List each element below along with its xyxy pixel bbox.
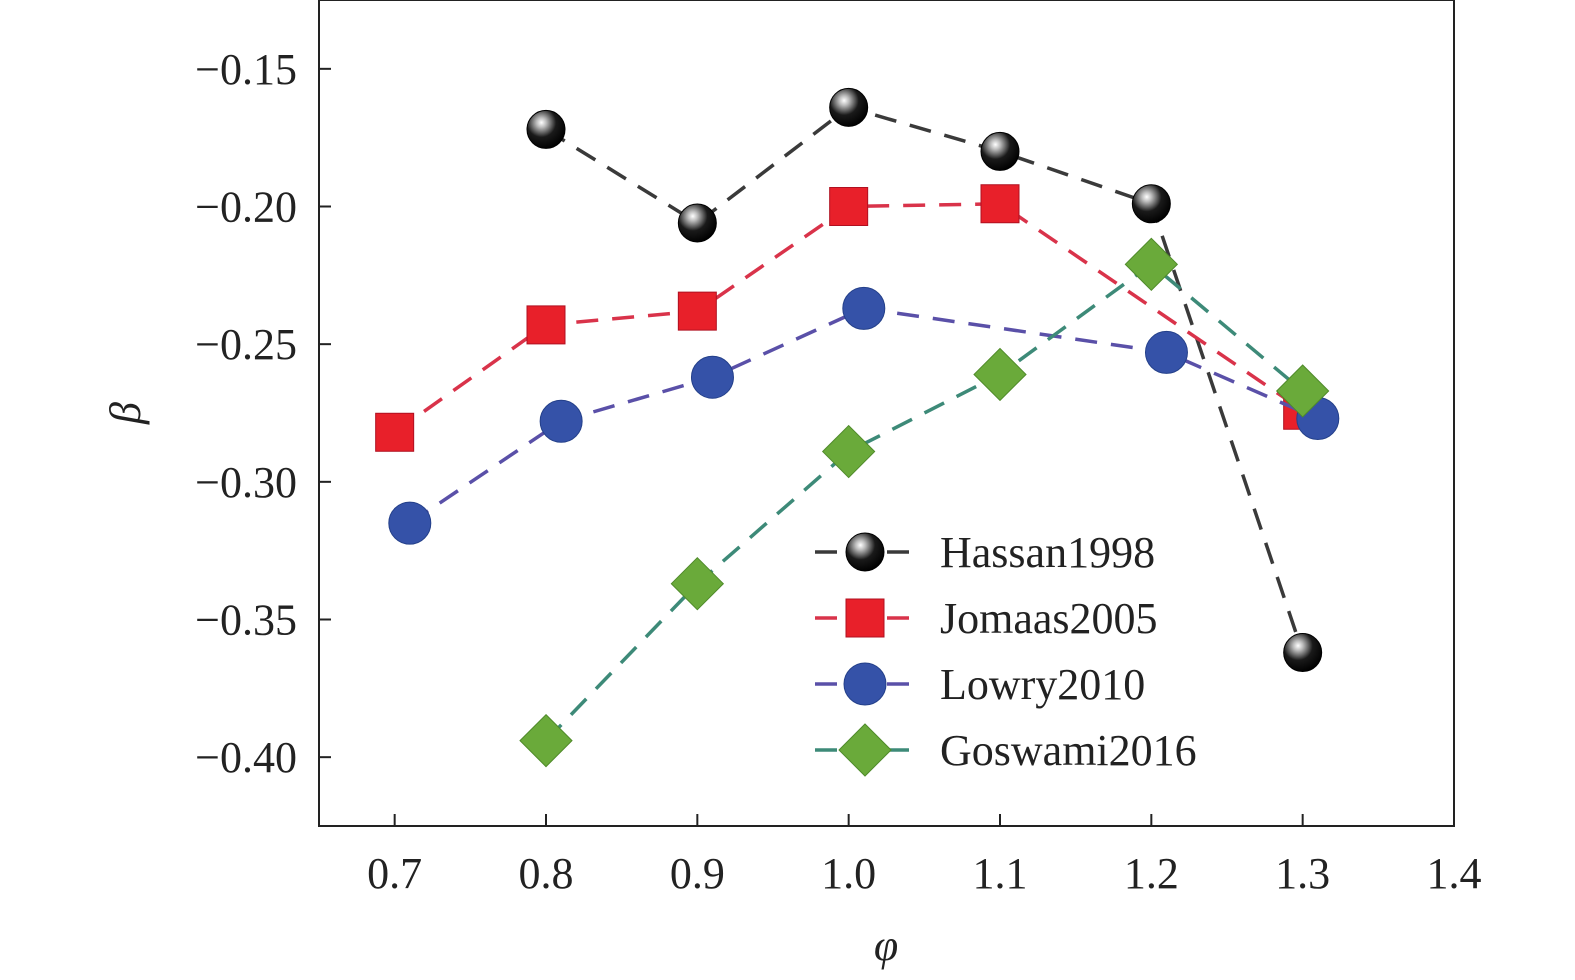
legend-marker-goswami2016 <box>838 723 892 777</box>
data-point-hassan1998 <box>980 131 1020 171</box>
series-jomaas2005 <box>375 184 1323 452</box>
y-tick-label: −0.35 <box>195 596 297 645</box>
data-point-jomaas2005 <box>980 184 1020 224</box>
series-line-hassan1998 <box>545 105 1305 654</box>
data-point-hassan1998 <box>677 203 717 243</box>
x-tick-label: 0.9 <box>670 849 725 898</box>
y-tick-label: −0.40 <box>195 733 297 782</box>
legend: Hassan1998 Jomaas2005 Lowry2010 Goswami2016 <box>815 528 1197 777</box>
series-line-goswami2016 <box>544 262 1304 742</box>
series-line-jomaas2005 <box>393 201 1304 434</box>
x-tick-label: 1.1 <box>973 849 1028 898</box>
data-point-goswami2016 <box>821 424 876 479</box>
data-point-goswami2016 <box>1275 364 1330 418</box>
legend-marker-jomaas2005 <box>845 598 885 638</box>
x-tick-label: 1.4 <box>1427 849 1482 898</box>
axes-layer: 0.7 0.8 0.9 1.0 1.1 1.2 1.3 1.4 −0.15 −0.20 −0.25 −… <box>195 45 1481 898</box>
data-point-hassan1998 <box>526 109 566 149</box>
data-point-hassan1998 <box>1131 184 1171 224</box>
data-point-lowry2010 <box>842 286 886 330</box>
y-tick-label: −0.15 <box>195 45 297 94</box>
y-tick-label: −0.30 <box>195 458 297 507</box>
series-line-lowry2010 <box>408 306 1319 525</box>
series-layer <box>375 87 1340 768</box>
y-tick-label: −0.20 <box>195 183 297 232</box>
data-point-lowry2010 <box>1144 330 1188 374</box>
data-point-jomaas2005 <box>829 187 869 226</box>
legend-label-lowry2010: Lowry2010 <box>940 660 1145 709</box>
x-tick-label: 0.7 <box>367 849 422 898</box>
data-point-lowry2010 <box>539 399 583 443</box>
y-axis-label: β <box>101 402 150 425</box>
legend-marker-lowry2010 <box>843 662 887 706</box>
legend-marker-hassan1998 <box>845 532 885 572</box>
data-point-goswami2016 <box>1124 237 1179 292</box>
data-point-hassan1998 <box>829 87 869 127</box>
data-point-goswami2016 <box>973 347 1027 402</box>
series-hassan1998 <box>526 87 1323 673</box>
data-point-goswami2016 <box>519 713 573 768</box>
series-goswami2016 <box>519 237 1330 768</box>
data-point-hassan1998 <box>1283 633 1323 673</box>
data-point-jomaas2005 <box>677 291 717 331</box>
x-tick-label: 0.8 <box>519 849 574 898</box>
x-tick-label: 1.0 <box>821 849 876 898</box>
data-point-lowry2010 <box>388 501 432 545</box>
x-tick-label: 1.2 <box>1124 849 1179 898</box>
x-tick-label: 1.3 <box>1275 849 1330 898</box>
data-point-jomaas2005 <box>375 412 415 452</box>
y-tick-label: −0.25 <box>195 320 297 369</box>
x-axis-label: φ <box>874 921 898 970</box>
legend-label-goswami2016: Goswami2016 <box>940 726 1197 775</box>
legend-label-hassan1998: Hassan1998 <box>940 528 1155 577</box>
data-point-lowry2010 <box>690 355 734 399</box>
series-lowry2010 <box>388 286 1340 545</box>
legend-label-jomaas2005: Jomaas2005 <box>940 594 1158 643</box>
data-point-jomaas2005 <box>526 305 566 345</box>
plot-frame <box>318 0 1455 827</box>
data-point-goswami2016 <box>670 556 725 611</box>
